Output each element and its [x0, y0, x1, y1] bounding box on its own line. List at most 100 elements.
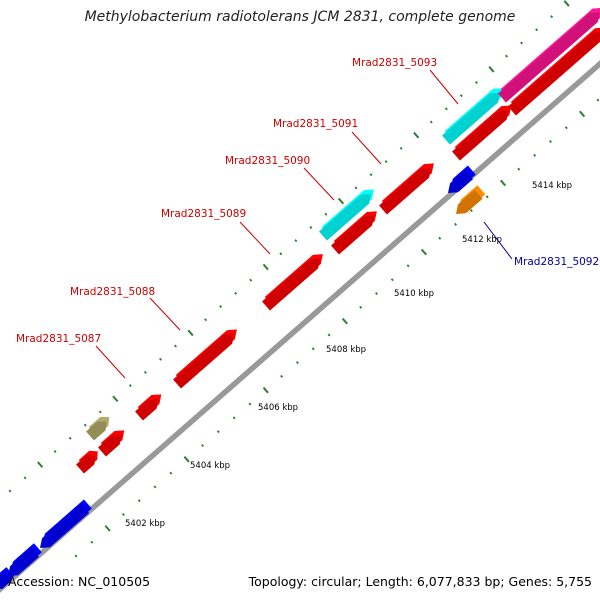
gene-label-leader	[429, 69, 459, 105]
tick-mark	[112, 395, 119, 403]
tick-mark	[399, 146, 403, 150]
tick-mark	[454, 222, 458, 226]
gene-feature-body	[442, 92, 501, 145]
tick-mark	[390, 278, 394, 282]
tick-mark	[121, 513, 125, 517]
gene-feature	[135, 394, 162, 421]
gene-labels: Mrad2831_5087 Mrad2831_5088 Mrad2831_5089 M…	[16, 57, 599, 379]
tick-mark	[143, 370, 147, 374]
tick-mark	[520, 41, 524, 45]
scale-labels: 5402 kbp 5404 kbp 5406 kbp 5408 kbp 5410 kbp…	[125, 181, 572, 529]
tick-mark	[359, 305, 363, 309]
gene-feature	[442, 88, 503, 145]
tick-mark	[280, 374, 284, 378]
tick-mark	[429, 120, 433, 124]
tick-mark	[341, 317, 348, 325]
gene-feature	[319, 189, 374, 241]
gene-feature-body	[86, 421, 107, 441]
gene-feature	[498, 8, 600, 103]
gene-label-leader	[149, 297, 181, 331]
genome-backbone	[0, 60, 600, 593]
tick-mark	[90, 540, 94, 544]
tick-mark	[128, 384, 132, 388]
tick-mark	[327, 333, 331, 337]
tick-marks	[8, 0, 600, 558]
tick-mark	[262, 386, 269, 394]
gene-feature-body	[456, 189, 483, 214]
scale-label: 5408 kbp	[326, 345, 366, 355]
tick-mark	[499, 179, 507, 187]
tick-mark	[563, 0, 570, 7]
gene-feature	[173, 329, 237, 389]
gene-label: Mrad2831_5087	[16, 333, 101, 345]
tick-mark	[406, 264, 410, 268]
gene-feature	[98, 430, 125, 457]
tick-mark	[369, 173, 373, 177]
gene-label: Mrad2831_5089	[161, 208, 246, 220]
gene-feature	[86, 416, 110, 441]
scale-label: 5412 kbp	[462, 235, 502, 245]
tick-mark	[485, 195, 489, 199]
tick-mark	[279, 252, 283, 256]
tick-mark	[183, 455, 190, 463]
tick-mark	[204, 318, 208, 322]
gene-feature	[448, 165, 476, 193]
gene-feature	[40, 499, 92, 548]
scale-label: 5404 kbp	[190, 461, 230, 471]
gene-label-leader	[95, 345, 126, 379]
tick-mark	[548, 140, 552, 144]
gene-feature-body	[331, 215, 375, 255]
tick-mark	[74, 554, 78, 558]
gene-label: Mrad2831_5091	[273, 118, 358, 130]
gene-feature-body	[0, 571, 12, 589]
gene-feature-body	[262, 258, 321, 311]
tick-mark	[249, 278, 253, 282]
gene-feature-body	[8, 547, 40, 576]
tick-mark	[535, 28, 539, 32]
tick-mark	[324, 212, 328, 216]
scale-label: 5410 kbp	[394, 289, 434, 299]
gene-feature	[0, 567, 15, 589]
tick-mark	[248, 402, 252, 406]
tick-mark	[153, 485, 157, 489]
gene-feature	[456, 185, 486, 214]
tick-mark	[219, 305, 223, 309]
tick-mark	[550, 15, 554, 19]
tick-mark	[311, 347, 315, 351]
scale-label: 5414 kbp	[532, 181, 572, 191]
gene-label-leader	[483, 221, 513, 260]
gene-feature	[76, 450, 98, 474]
tick-mark	[98, 410, 102, 414]
tick-mark	[596, 98, 600, 102]
tick-mark	[216, 430, 220, 434]
gene-feature-body	[319, 193, 372, 241]
tick-mark	[137, 499, 141, 503]
tick-mark	[23, 476, 27, 480]
gene-feature-body	[76, 455, 96, 474]
tick-mark	[37, 461, 44, 468]
tick-mark	[533, 153, 537, 157]
tick-mark	[444, 107, 448, 111]
tick-mark	[474, 81, 478, 84]
tick-mark	[517, 167, 521, 171]
gene-feature-body	[173, 333, 235, 389]
tick-mark	[8, 489, 12, 493]
tick-mark	[459, 94, 463, 98]
gene-label: Mrad2831_5093	[352, 57, 437, 69]
tick-mark	[83, 423, 87, 427]
gene-feature	[508, 27, 600, 116]
scale-label: 5406 kbp	[258, 403, 298, 413]
tick-mark	[413, 131, 420, 139]
tick-mark	[488, 66, 495, 73]
gene-label-leader	[351, 131, 382, 165]
gene-feature-body	[448, 170, 474, 193]
tick-mark	[201, 443, 204, 447]
tick-mark	[234, 291, 238, 295]
tick-mark	[232, 416, 236, 420]
gene-label: Mrad2831_5088	[70, 286, 155, 298]
genome-summary-text: Topology: circular; Length: 6,077,833 bp…	[248, 574, 592, 589]
gene-feature-body	[135, 398, 159, 421]
tick-mark	[169, 471, 173, 475]
gene-feature	[331, 211, 377, 255]
